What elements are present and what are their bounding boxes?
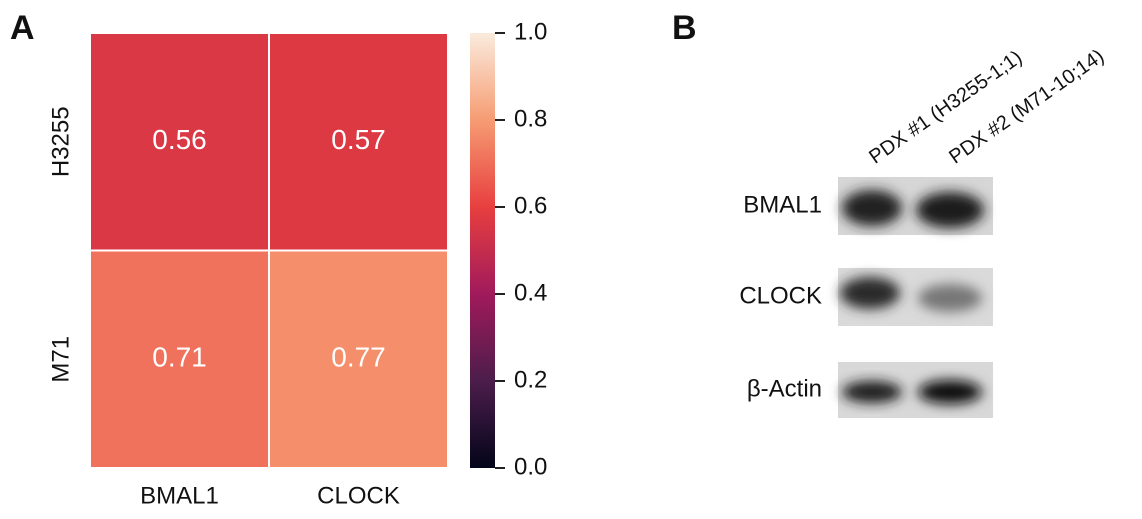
colorbar <box>470 33 495 468</box>
cell-label: 0.56 <box>152 124 207 155</box>
blot-column-label: PDX #2 (M71-10;14) <box>945 45 1108 168</box>
cell-label: 0.77 <box>331 342 386 373</box>
band <box>916 192 984 228</box>
band <box>918 284 982 312</box>
cell-label: 0.71 <box>152 342 207 373</box>
colorbar-tick-label: 0.4 <box>514 279 547 306</box>
band <box>842 190 902 226</box>
band <box>918 380 982 404</box>
colorbar-tick-label: 0.8 <box>514 105 547 132</box>
colorbar-tick-label: 0.6 <box>514 192 547 219</box>
panel-label: B <box>672 9 697 47</box>
x-tick-label: BMAL1 <box>140 482 219 509</box>
y-tick-label: M71 <box>47 336 74 383</box>
panel-label: A <box>10 9 35 47</box>
band <box>840 277 900 309</box>
blot-row-label: β-Actin <box>747 375 822 402</box>
cell-label: 0.57 <box>331 124 386 155</box>
colorbar-tick-label: 1.0 <box>514 18 547 45</box>
colorbar-tick-label: 0.0 <box>514 453 547 480</box>
blot-row-label: CLOCK <box>739 282 822 309</box>
y-tick-label: H3255 <box>47 106 74 177</box>
blot-row-label: BMAL1 <box>743 191 822 218</box>
x-tick-label: CLOCK <box>317 482 400 509</box>
band <box>842 381 902 403</box>
colorbar-tick-label: 0.2 <box>514 366 547 393</box>
western-blot <box>838 177 993 418</box>
figure: A B 0.56 0.57 H3255 0.71 0.77 M71 BMAL1 CLOCK 0.… <box>0 0 1142 514</box>
